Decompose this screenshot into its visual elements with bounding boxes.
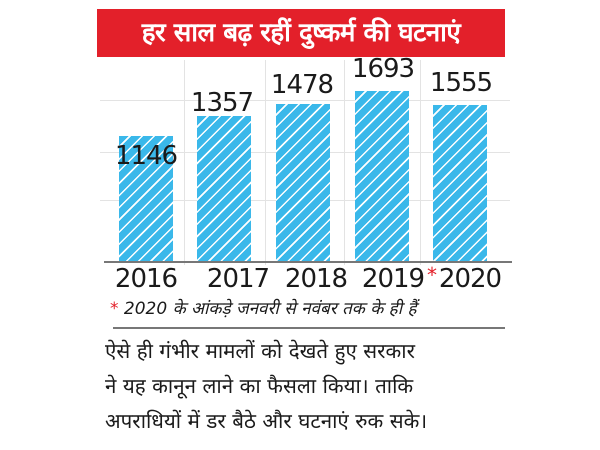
gridline-vertical: [265, 60, 266, 265]
x-axis-line: [104, 261, 512, 263]
bar-chart-plot: 1146 1357 1478 1693 1555: [100, 54, 520, 265]
body-paragraph: ऐसे ही गंभीर मामलों को देखते हुए सरकार न…: [105, 334, 525, 439]
value-label-2016: 1146: [114, 141, 178, 171]
value-label-2018: 1478: [270, 70, 334, 100]
x-label-2018: 2018: [284, 264, 348, 294]
x-label-2020: 2020: [438, 264, 502, 294]
gridline: [100, 100, 510, 101]
divider: [113, 327, 505, 329]
footnote-text: 2020 के आंकड़े जनवरी से नवंबर तक के ही ह…: [123, 299, 417, 319]
footnote: * 2020 के आंकड़े जनवरी से नवंबर तक के ही…: [110, 296, 510, 319]
x-label-2017: 2017: [206, 264, 270, 294]
bar-2017: [197, 116, 251, 262]
footnote-asterisk: *: [110, 299, 119, 319]
x-label-2019: 2019: [361, 264, 425, 294]
paragraph-line: अपराधियों में डर बैठे और घटनाएं रुक सके।: [105, 409, 428, 433]
bar-2020: [433, 105, 487, 262]
paragraph-line: ने यह कानून लाने का फैसला किया। ताकि: [105, 374, 414, 398]
paragraph-line: ऐसे ही गंभीर मामलों को देखते हुए सरकार: [105, 339, 415, 363]
value-label-2017: 1357: [190, 88, 254, 118]
value-label-2020: 1555: [429, 68, 493, 98]
gridline-vertical: [344, 60, 345, 265]
value-label-2019: 1693: [351, 54, 415, 84]
bar-2016: [119, 136, 173, 262]
bar-2019: [355, 91, 409, 262]
gridline-vertical: [184, 60, 185, 265]
asterisk-marker: *: [427, 263, 437, 287]
bar-2018: [276, 104, 330, 262]
chart-title: हर साल बढ़ रहीं दुष्कर्म की घटनाएं: [97, 9, 505, 57]
gridline-vertical: [420, 60, 421, 265]
x-label-2016: 2016: [114, 264, 178, 294]
